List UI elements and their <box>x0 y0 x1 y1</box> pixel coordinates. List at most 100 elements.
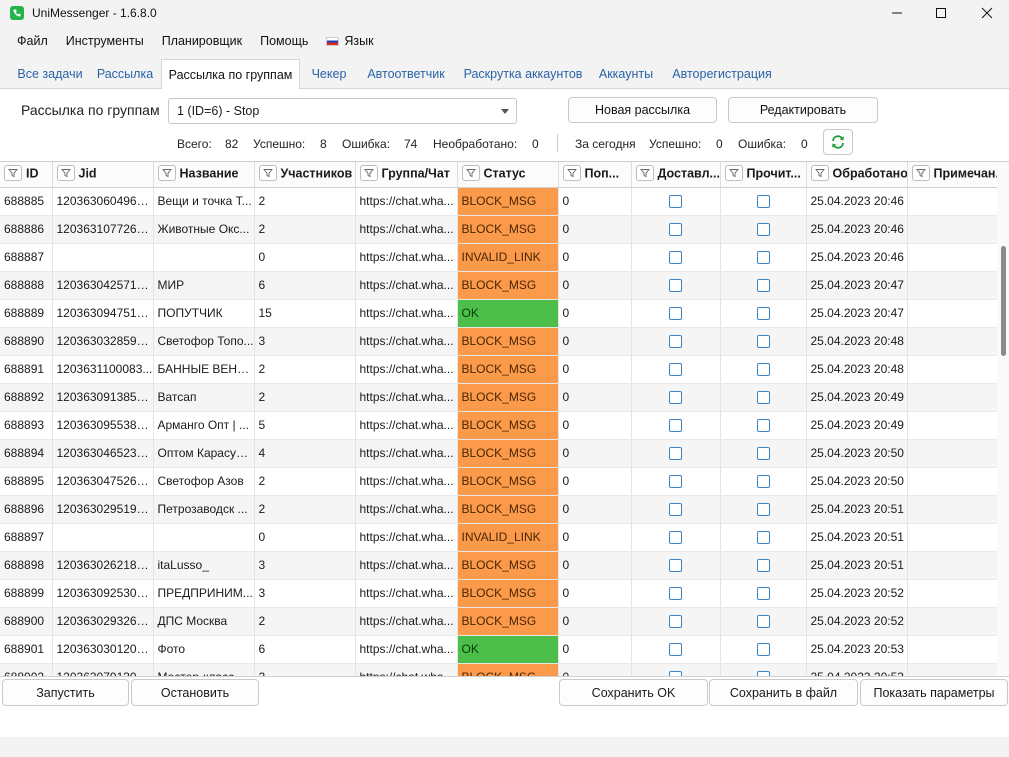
read-checkbox[interactable] <box>756 671 770 676</box>
filter-icon[interactable] <box>562 165 581 182</box>
filter-icon[interactable] <box>4 165 22 182</box>
read-checkbox[interactable] <box>756 279 770 293</box>
delivered-checkbox[interactable] <box>669 307 682 321</box>
tab-mailing[interactable]: Рассылка <box>96 67 154 81</box>
filter-icon[interactable] <box>359 165 378 182</box>
table-row[interactable]: 688893 1203630955384... Арманго Опт | ... 5… <box>0 411 999 440</box>
read-checkbox[interactable] <box>756 447 770 461</box>
stop-button[interactable]: Остановить <box>131 679 259 706</box>
delivered-checkbox[interactable] <box>669 503 682 517</box>
menu-language[interactable]: Язык <box>317 29 382 53</box>
vertical-scroll-thumb[interactable] <box>1001 246 1006 356</box>
delivered-checkbox[interactable] <box>669 223 682 237</box>
table-row[interactable]: 688901 1203630301203... Фото 6 https://chat.… <box>0 635 999 664</box>
column-header-attempts[interactable]: Поп... <box>558 162 632 188</box>
menu-help[interactable]: Помощь <box>260 34 309 48</box>
table-row[interactable]: 688894 1203630465236... Оптом Карасуу ... 4… <box>0 439 999 468</box>
column-header-jid[interactable]: Jid <box>52 162 154 188</box>
filter-icon[interactable] <box>258 165 277 182</box>
column-header-note[interactable]: Примечан... <box>907 162 999 188</box>
table-row[interactable]: 688900 1203630293267... ДПС Москва 2 https:/… <box>0 607 999 636</box>
read-checkbox[interactable] <box>756 251 770 265</box>
column-header-name[interactable]: Название <box>153 162 255 188</box>
read-checkbox[interactable] <box>756 363 770 377</box>
delivered-checkbox[interactable] <box>669 531 682 545</box>
column-header-read[interactable]: Прочит... <box>720 162 807 188</box>
edit-button[interactable]: Редактировать <box>728 97 878 123</box>
read-checkbox[interactable] <box>756 419 770 433</box>
read-checkbox[interactable] <box>756 615 770 629</box>
delivered-checkbox[interactable] <box>669 587 682 601</box>
table-row[interactable]: 688896 1203630295199... Петрозаводск ... 2 h… <box>0 495 999 524</box>
read-checkbox[interactable] <box>756 531 770 545</box>
column-header-id[interactable]: ID <box>0 162 53 188</box>
table-row[interactable]: 688885 1203630604961... Вещи и точка Т... 2… <box>0 187 999 216</box>
delivered-checkbox[interactable] <box>669 391 682 405</box>
delivered-checkbox[interactable] <box>669 447 682 461</box>
delivered-checkbox[interactable] <box>669 643 682 657</box>
delivered-checkbox[interactable] <box>669 195 682 209</box>
read-checkbox[interactable] <box>756 223 770 237</box>
read-checkbox[interactable] <box>756 559 770 573</box>
new-mailing-button[interactable]: Новая рассылка <box>568 97 717 123</box>
save-ok-button[interactable]: Сохранить OK <box>559 679 708 706</box>
tab-checker[interactable]: Чекер <box>311 67 347 81</box>
delivered-checkbox[interactable] <box>669 251 682 265</box>
vertical-scrollbar[interactable] <box>997 162 1009 676</box>
read-checkbox[interactable] <box>756 587 770 601</box>
table-row[interactable]: 688889 1203630947515... ПОПУТЧИК 15 https://… <box>0 299 999 328</box>
table-row[interactable]: 688902 1203630791308... Мастер-классы ... 2… <box>0 663 999 676</box>
show-parameters-button[interactable]: Показать параметры <box>860 679 1008 706</box>
table-row[interactable]: 688890 1203630328593... Светофор Топо... 3 h… <box>0 327 999 356</box>
minimize-button[interactable] <box>874 0 919 26</box>
filter-icon[interactable] <box>911 165 930 182</box>
tab-all-tasks[interactable]: Все задачи <box>17 67 83 81</box>
start-button[interactable]: Запустить <box>2 679 129 706</box>
filter-icon[interactable] <box>461 165 480 182</box>
table-row[interactable]: 688895 1203630475262... Светофор Азов 2 http… <box>0 467 999 496</box>
delivered-checkbox[interactable] <box>669 475 682 489</box>
filter-icon[interactable] <box>724 165 743 182</box>
delivered-checkbox[interactable] <box>669 419 682 433</box>
table-row[interactable]: 688898 1203630262185... itaLusso_ 3 https://… <box>0 551 999 580</box>
column-header-status[interactable]: Статус <box>457 162 559 188</box>
delivered-checkbox[interactable] <box>669 671 682 676</box>
table-row[interactable]: 688888 1203630425714... МИР 6 https://chat.w… <box>0 271 999 300</box>
delivered-checkbox[interactable] <box>669 279 682 293</box>
filter-icon[interactable] <box>157 165 176 182</box>
tab-accounts[interactable]: Аккаунты <box>598 67 654 81</box>
menu-file[interactable]: Файл <box>17 34 48 48</box>
read-checkbox[interactable] <box>756 475 770 489</box>
read-checkbox[interactable] <box>756 335 770 349</box>
delivered-checkbox[interactable] <box>669 559 682 573</box>
delivered-checkbox[interactable] <box>669 615 682 629</box>
column-header-delivered[interactable]: Доставл... <box>631 162 721 188</box>
table-row[interactable]: 688899 1203630925309... ПРЕДПРИНИМ... 3 http… <box>0 579 999 608</box>
mailing-select[interactable]: 1 (ID=6) - Stop <box>168 98 517 124</box>
column-header-members[interactable]: Участников <box>254 162 356 188</box>
read-checkbox[interactable] <box>756 391 770 405</box>
refresh-button[interactable] <box>823 129 853 155</box>
menu-tools[interactable]: Инструменты <box>65 34 144 48</box>
tab-group-mailing[interactable]: Рассылка по группам <box>161 59 300 90</box>
column-header-group[interactable]: Группа/Чат <box>355 162 458 188</box>
filter-icon[interactable] <box>635 165 654 182</box>
tab-autoresponder[interactable]: Автоответчик <box>367 67 445 81</box>
table-row[interactable]: 688892 1203630913858... Ватсап 2 https://cha… <box>0 383 999 412</box>
tab-account-promotion[interactable]: Раскрутка аккаунтов <box>463 67 583 81</box>
filter-icon[interactable] <box>810 165 829 182</box>
filter-icon[interactable] <box>56 165 75 182</box>
delivered-checkbox[interactable] <box>669 363 682 377</box>
read-checkbox[interactable] <box>756 195 770 209</box>
read-checkbox[interactable] <box>756 503 770 517</box>
table-row[interactable]: 688886 1203631077263... Животные Окс... 2 ht… <box>0 215 999 244</box>
table-row[interactable]: 688897 0 https://chat.wha... INVALID_LINK 0 2… <box>0 523 999 552</box>
delivered-checkbox[interactable] <box>669 335 682 349</box>
save-to-file-button[interactable]: Сохранить в файл <box>709 679 858 706</box>
menu-scheduler[interactable]: Планировщик <box>161 34 243 48</box>
read-checkbox[interactable] <box>756 307 770 321</box>
tab-autoregistration[interactable]: Авторегистрация <box>672 67 772 81</box>
read-checkbox[interactable] <box>756 643 770 657</box>
column-header-processed[interactable]: Обработано <box>806 162 908 188</box>
table-row[interactable]: 688891 1203631100083... БАННЫЕ ВЕНИ... 2 htt… <box>0 355 999 384</box>
